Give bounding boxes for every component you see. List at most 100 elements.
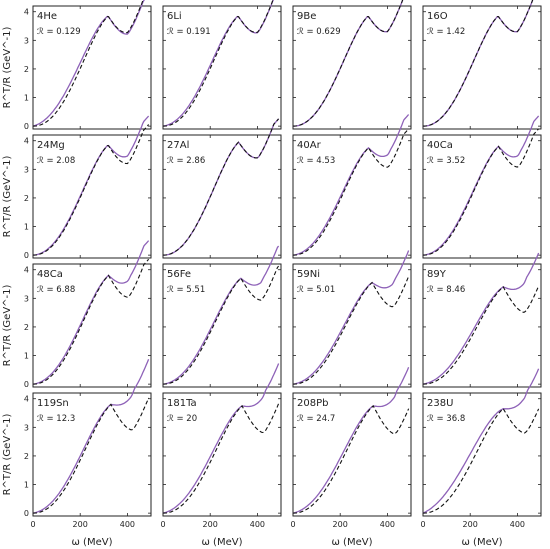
panel-frame	[32, 392, 152, 517]
panel-9Be: 9Be ℛ = 0.629	[292, 0, 412, 130]
panel-frame	[422, 392, 542, 517]
y-tick-label: 1	[24, 481, 29, 490]
y-tick-label: 0	[24, 251, 29, 260]
series-solid-line	[32, 240, 150, 385]
y-tick-label: 0	[24, 122, 29, 131]
panel-title: 40Ar	[297, 140, 322, 151]
y-tick-label: 4	[24, 137, 29, 146]
panel-title: 56Fe	[167, 269, 191, 280]
y-tick-label: 4	[24, 266, 29, 275]
x-tick-label: 0	[160, 520, 165, 529]
series-dashed-line	[293, 404, 410, 514]
axis-labels-group: R^T/R (GeV^-1) R^T/R (GeV^-1) R^T/R (GeV^-…	[2, 26, 503, 548]
y-axis-label: R^T/R (GeV^-1)	[2, 284, 13, 366]
series-solid-line	[422, 115, 540, 256]
x-tick-label: 0	[290, 520, 295, 529]
y-tick-label: 2	[24, 194, 29, 203]
x-tick-label: 400	[250, 520, 265, 529]
series-dashed-line	[33, 124, 150, 256]
panel-4He: 0 1 2 3 4 4He ℛ = 0.129	[24, 0, 152, 131]
series-dashed-line	[423, 0, 534, 127]
panel-40Ar: 40Ar ℛ = 4.53	[292, 114, 412, 259]
panel-89Y: 89Y ℛ = 8.46	[422, 252, 542, 388]
series-solid-line	[162, 245, 280, 385]
x-tick-label: 400	[120, 520, 135, 529]
panel-40Ca: 40Ca ℛ = 3.52	[422, 115, 542, 259]
series-dashed-line	[163, 0, 274, 127]
x-tick-label: 400	[380, 520, 395, 529]
panel-frame	[422, 263, 542, 388]
x-tick-label: 200	[463, 520, 478, 529]
y-tick-label: 0	[24, 380, 29, 389]
panel-annotation: ℛ = 0.129	[37, 27, 81, 37]
y-tick-label: 3	[24, 423, 29, 432]
panel-title: 16O	[427, 11, 448, 22]
x-tick-label: 400	[510, 520, 525, 529]
series-solid-line	[32, 358, 150, 514]
panel-frame	[422, 5, 542, 130]
panel-frame	[32, 263, 152, 388]
y-tick-label: 1	[24, 223, 29, 232]
panel-title: 40Ca	[427, 140, 453, 151]
panel-annotation: ℛ = 24.7	[297, 414, 335, 424]
y-axis-label: R^T/R (GeV^-1)	[2, 413, 13, 495]
y-tick-label: 3	[24, 294, 29, 303]
panel-6Li: 6Li ℛ = 0.191	[162, 0, 282, 130]
series-dashed-line	[423, 128, 540, 256]
panel-frame	[292, 5, 412, 130]
panel-annotation: ℛ = 6.88	[37, 285, 75, 295]
x-tick-label: 200	[73, 520, 88, 529]
series-dashed-line	[163, 403, 280, 514]
panel-frame	[162, 134, 282, 259]
x-axis-label: ω (MeV)	[332, 537, 373, 548]
panel-frame	[292, 134, 412, 259]
panel-title: 27Al	[167, 140, 189, 151]
series-solid-line	[422, 252, 540, 385]
panel-title: 6Li	[167, 11, 182, 22]
panel-frame	[162, 392, 282, 517]
series-dashed-line	[293, 276, 410, 385]
y-axis-label: R^T/R (GeV^-1)	[2, 26, 13, 108]
y-tick-label: 3	[24, 165, 29, 174]
panel-208Pb: 0 200 400 208Pb ℛ = 24.7	[290, 367, 412, 529]
y-tick-label: 0	[24, 509, 29, 518]
panel-frame	[32, 134, 152, 259]
y-tick-label: 3	[24, 36, 29, 45]
y-tick-label: 1	[24, 352, 29, 361]
panels-group: 0 1 2 3 4 4He ℛ = 0.129 6Li ℛ = 0.191 9Be ℛ = 0.62…	[24, 0, 542, 529]
x-axis-label: ω (MeV)	[72, 537, 113, 548]
panel-annotation: ℛ = 2.08	[37, 156, 75, 166]
panel-frame	[162, 263, 282, 388]
panel-annotation: ℛ = 1.42	[427, 27, 465, 37]
panel-59Ni: 59Ni ℛ = 5.01	[292, 250, 412, 388]
panel-title: 208Pb	[297, 398, 328, 409]
x-axis-label: ω (MeV)	[202, 537, 243, 548]
panel-238U: 0 200 400 238U ℛ = 36.8	[420, 368, 542, 529]
panel-frame	[292, 392, 412, 517]
panel-annotation: ℛ = 0.191	[167, 27, 211, 37]
panel-title: 238U	[427, 398, 453, 409]
panel-title: 59Ni	[297, 269, 320, 280]
series-dashed-line	[33, 397, 150, 514]
panel-56Fe: 56Fe ℛ = 5.51	[162, 245, 282, 388]
panel-title: 24Mg	[37, 140, 65, 151]
y-axis-label: R^T/R (GeV^-1)	[2, 155, 13, 237]
series-dashed-line	[293, 0, 404, 127]
panel-16O: 16O ℛ = 1.42	[422, 0, 542, 130]
y-tick-label: 1	[24, 94, 29, 103]
x-tick-label: 0	[420, 520, 425, 529]
panel-title: 119Sn	[37, 398, 69, 409]
x-axis-label: ω (MeV)	[462, 537, 503, 548]
series-solid-line	[162, 363, 280, 514]
y-tick-label: 2	[24, 65, 29, 74]
panel-27Al: 27Al ℛ = 2.86	[162, 118, 282, 259]
panel-119Sn: 0 200 400 0 1 2 3 4 119Sn ℛ = 12.3	[24, 358, 152, 529]
panel-181Ta: 0 200 400 181Ta ℛ = 20	[160, 363, 282, 529]
series-dashed-line	[33, 0, 144, 127]
x-tick-label: 0	[30, 520, 35, 529]
panel-annotation: ℛ = 5.51	[167, 285, 205, 295]
panel-24Mg: 0 1 2 3 4 24Mg ℛ = 2.08	[24, 115, 152, 260]
panel-annotation: ℛ = 2.86	[167, 156, 205, 166]
panel-annotation: ℛ = 5.01	[297, 285, 335, 295]
